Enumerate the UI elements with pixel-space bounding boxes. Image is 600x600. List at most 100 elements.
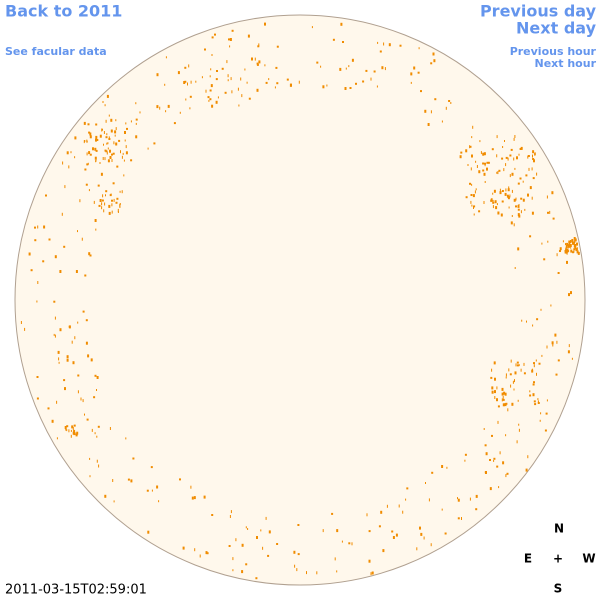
facula: [565, 248, 568, 251]
facula: [441, 120, 443, 123]
facula: [497, 405, 500, 408]
facula: [473, 206, 474, 209]
previous-hour-link[interactable]: Previous hour: [510, 45, 597, 58]
facula: [514, 135, 516, 138]
facula: [125, 122, 127, 125]
facula: [251, 57, 253, 61]
facula: [210, 84, 213, 88]
facula: [491, 434, 493, 437]
facula: [73, 432, 76, 436]
next-hour-link[interactable]: Next hour: [535, 57, 597, 70]
facula: [340, 22, 343, 26]
facula: [85, 341, 88, 345]
facula: [68, 165, 70, 169]
facula: [484, 471, 486, 474]
facula: [191, 496, 194, 500]
facula: [489, 487, 492, 491]
facula: [86, 418, 89, 421]
facula: [258, 43, 260, 47]
facula: [496, 203, 498, 206]
facula: [520, 197, 523, 200]
facula: [373, 70, 376, 73]
facula: [68, 325, 70, 328]
facula: [211, 36, 214, 39]
facula: [384, 67, 386, 71]
facula: [102, 128, 103, 131]
facula: [501, 387, 504, 391]
facular-link[interactable]: See facular data: [5, 45, 107, 58]
facula: [64, 185, 66, 189]
facula: [110, 193, 112, 196]
facula: [475, 188, 477, 191]
facula: [80, 397, 82, 401]
facula: [104, 494, 107, 498]
facula: [120, 150, 121, 154]
facula: [469, 182, 471, 185]
facula: [459, 155, 462, 159]
facula: [464, 453, 467, 456]
facula: [214, 33, 216, 36]
facula: [479, 140, 481, 143]
previous-day-link[interactable]: Previous day: [480, 2, 597, 21]
facula: [484, 163, 486, 167]
facula: [424, 109, 427, 113]
facula: [92, 147, 94, 151]
facula: [484, 181, 486, 183]
facula: [557, 359, 560, 362]
facula: [63, 245, 66, 248]
facula: [444, 532, 447, 535]
facula: [351, 542, 353, 546]
facula: [514, 267, 516, 269]
facula: [205, 89, 207, 93]
facula: [36, 300, 38, 303]
facula: [473, 205, 476, 208]
facula: [532, 393, 535, 397]
facula: [229, 45, 231, 48]
facula: [537, 400, 539, 404]
facula: [77, 230, 78, 233]
facula: [410, 81, 412, 84]
facula: [576, 250, 579, 254]
facula: [54, 334, 56, 338]
facula: [164, 83, 166, 86]
facula: [532, 177, 535, 180]
facula: [230, 510, 232, 514]
facula: [109, 156, 112, 159]
facula: [494, 396, 496, 399]
facula: [472, 125, 474, 129]
facula: [527, 193, 529, 197]
facula: [235, 538, 237, 542]
next-day-link[interactable]: Next day: [516, 19, 597, 38]
back-link[interactable]: Back to 2011: [5, 2, 122, 21]
facula: [322, 85, 325, 89]
facula: [505, 188, 507, 192]
facula: [232, 569, 234, 572]
facula: [475, 508, 478, 511]
facula: [195, 80, 197, 83]
facula: [574, 238, 577, 242]
facula: [95, 135, 98, 139]
facula: [482, 162, 485, 165]
compass-center: +: [553, 552, 563, 566]
facula: [119, 203, 121, 207]
facula: [72, 361, 75, 365]
facula: [493, 459, 495, 462]
facula: [528, 167, 530, 171]
timestamp: 2011-03-15T02:59:01: [5, 583, 147, 598]
facula: [108, 136, 110, 139]
facula: [106, 133, 108, 136]
facula: [571, 239, 574, 243]
facula: [135, 102, 137, 105]
facula: [123, 159, 125, 162]
facula: [217, 96, 219, 99]
facula: [567, 350, 570, 354]
facula: [268, 78, 270, 81]
facula: [482, 152, 485, 156]
facula: [167, 104, 170, 108]
facula: [573, 248, 576, 251]
facula: [574, 241, 576, 243]
facula: [529, 235, 532, 238]
facula: [173, 122, 176, 125]
facula: [567, 248, 569, 252]
facula: [286, 78, 289, 81]
